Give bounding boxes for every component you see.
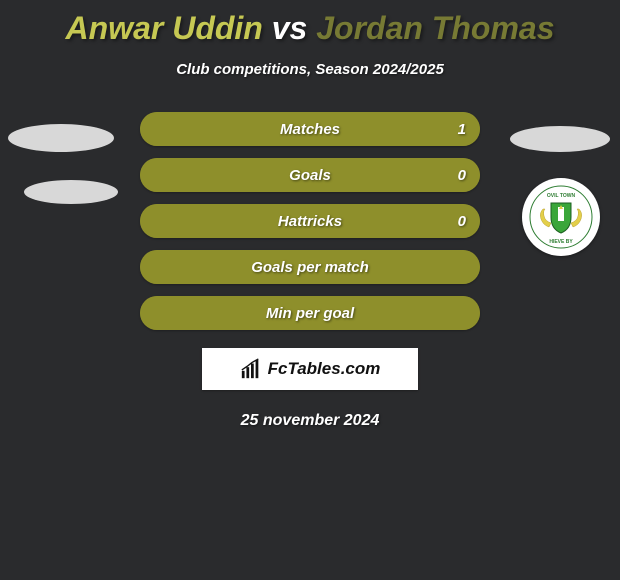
brand-text: FcTables.com	[268, 359, 381, 379]
player1-name: Anwar Uddin	[66, 10, 263, 46]
stat-bar: Min per goal	[140, 296, 480, 330]
club-crest: OVIL TOWN HIEVE BY	[522, 178, 600, 256]
brand-box[interactable]: FcTables.com	[202, 348, 418, 390]
page-title: Anwar Uddin vs Jordan Thomas	[0, 0, 620, 47]
subtitle: Club competitions, Season 2024/2025	[0, 61, 620, 78]
stat-value-right: 0	[458, 213, 466, 230]
decoration-blob	[24, 180, 118, 204]
crest-icon: OVIL TOWN HIEVE BY	[529, 185, 593, 249]
stat-bar: Goals per match	[140, 250, 480, 284]
stat-bar: Matches 1	[140, 112, 480, 146]
stat-value-right: 0	[458, 167, 466, 184]
stat-value-right: 1	[458, 121, 466, 138]
bar-chart-icon	[240, 358, 262, 380]
player2-name: Jordan Thomas	[316, 10, 554, 46]
stat-label: Goals	[289, 167, 331, 184]
stat-label: Min per goal	[266, 305, 354, 322]
stat-bar: Hattricks 0	[140, 204, 480, 238]
decoration-blob	[510, 126, 610, 152]
svg-text:HIEVE BY: HIEVE BY	[549, 239, 573, 245]
svg-text:OVIL TOWN: OVIL TOWN	[547, 193, 576, 199]
stat-label: Matches	[280, 121, 340, 138]
stat-bar: Goals 0	[140, 158, 480, 192]
stat-label: Goals per match	[251, 259, 369, 276]
decoration-blob	[8, 124, 114, 152]
date-label: 25 november 2024	[0, 412, 620, 430]
stat-label: Hattricks	[278, 213, 342, 230]
vs-label: vs	[272, 10, 308, 46]
